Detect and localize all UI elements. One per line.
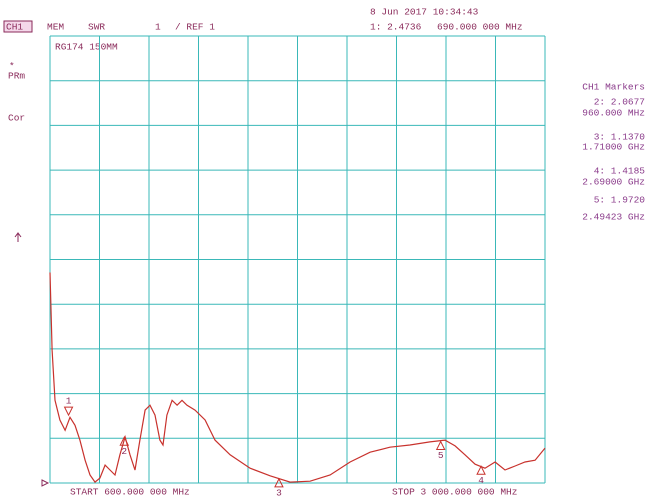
channel-box	[3, 20, 33, 33]
status: PRm	[8, 71, 25, 82]
reference-arrow	[14, 232, 22, 242]
trace	[49, 272, 546, 483]
active-marker-freq: 690.000 000 MHz	[437, 22, 523, 33]
marker-label: 3	[276, 487, 282, 498]
marker	[63, 406, 74, 417]
marker-freq: 2.69000 GHz	[582, 177, 645, 188]
timestamp: 8 Jun 2017 10:34:43	[370, 7, 479, 18]
marker	[476, 465, 486, 475]
status: Cor	[8, 113, 25, 124]
marker-readout: 2: 2.0677	[594, 97, 645, 108]
marker-label: 2	[121, 446, 127, 457]
marker-readout: 3: 1.1370	[594, 132, 646, 143]
marker-freq: 960.000 MHz	[582, 108, 645, 119]
marker-panel: CH1 Markers 2: 2.0677 960.000 MHz 3: 1.1…	[582, 82, 645, 223]
start-label: START 600.000 000 MHz	[70, 487, 190, 498]
marker	[119, 436, 130, 446]
reference-pointer	[41, 479, 50, 487]
trace-title: RG174 150MM	[55, 42, 118, 53]
marker-readout: 5: 1.9720	[594, 195, 646, 206]
format: SWR	[88, 22, 105, 33]
marker	[274, 477, 284, 488]
marker-label: 5	[438, 450, 444, 461]
status: *	[9, 61, 15, 72]
marker-freq: 2.49423 GHz	[582, 212, 645, 223]
marker-label: 4	[478, 475, 484, 486]
reference: / REF 1	[175, 22, 215, 33]
marker-label: 1	[66, 396, 72, 407]
marker-readout: 4: 1.4185	[594, 166, 646, 177]
marker-freq: 1.71000 GHz	[582, 142, 645, 153]
channel: CH1	[6, 22, 23, 33]
mode: MEM	[47, 22, 64, 33]
marker	[435, 440, 446, 451]
active-marker-value: 1: 2.4736	[370, 22, 422, 33]
scale: 1	[155, 22, 161, 33]
stop-label: STOP 3 000.000 000 MHz	[392, 487, 517, 498]
marker-panel-title: CH1 Markers	[582, 82, 645, 93]
